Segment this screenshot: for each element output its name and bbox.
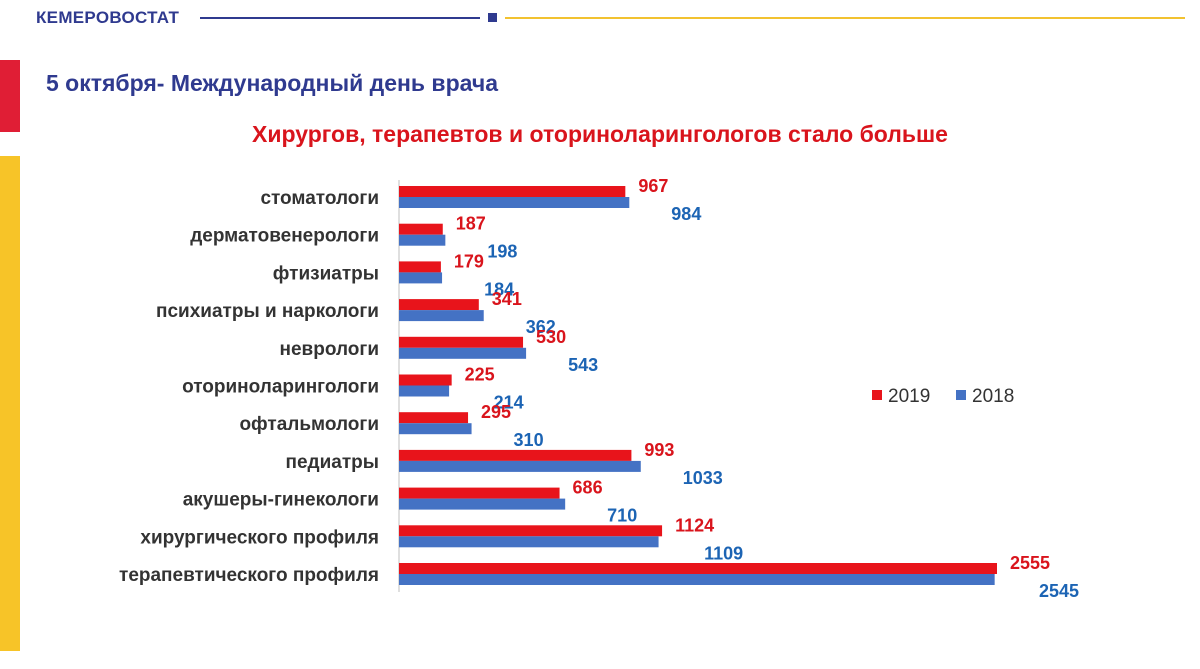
page-title: 5 октября- Международный день врача xyxy=(46,70,498,96)
chart-title: Хирургов, терапевтов и оториноларинголог… xyxy=(252,121,948,147)
bar-2019 xyxy=(399,487,560,499)
data-label-2018: 184 xyxy=(484,279,514,299)
data-label-2019: 187 xyxy=(456,214,486,234)
side-accent-yellow xyxy=(0,156,20,651)
bar-2018 xyxy=(399,460,641,472)
bar-2018 xyxy=(399,197,630,208)
legend-swatch-2019 xyxy=(872,390,882,400)
data-label-2018: 984 xyxy=(671,204,701,224)
data-label-2018: 543 xyxy=(568,355,598,375)
category-label: терапевтического профиля xyxy=(119,565,379,586)
data-label-2019: 530 xyxy=(536,327,566,347)
bar-2018 xyxy=(399,498,566,510)
category-label: хирургического профиля xyxy=(140,527,379,548)
data-label-2018: 214 xyxy=(494,393,524,413)
bar-2018 xyxy=(399,574,995,585)
category-label: оториноларингологи xyxy=(182,377,379,398)
category-label: фтизиатры xyxy=(273,263,379,284)
bar-2019 xyxy=(399,563,997,574)
bar-2019 xyxy=(399,336,524,348)
data-label-2018: 2545 xyxy=(1039,581,1079,601)
legend-label-2019: 2019 xyxy=(888,386,930,407)
brand-logo-text: КЕМЕРОВОСТАТ xyxy=(36,8,180,27)
data-label-2018: 1033 xyxy=(683,468,723,488)
data-label-2018: 362 xyxy=(526,317,556,337)
data-label-2018: 710 xyxy=(607,506,637,526)
bar-2019 xyxy=(399,261,441,273)
bar-2018 xyxy=(399,272,443,284)
header-rule-blue xyxy=(200,17,480,19)
bar-2018 xyxy=(399,385,450,397)
data-label-2019: 341 xyxy=(492,289,522,309)
legend-swatch-2018 xyxy=(956,390,966,400)
data-label-2019: 225 xyxy=(465,365,495,385)
bar-2019 xyxy=(399,449,632,461)
category-label: стоматологи xyxy=(260,188,379,209)
header-rule-square xyxy=(488,13,497,22)
header-rule-yellow xyxy=(505,17,1185,19)
bar-2018 xyxy=(399,234,446,246)
category-label: психиатры и наркологи xyxy=(156,301,379,322)
data-label-2019: 179 xyxy=(454,251,484,271)
bar-2019 xyxy=(399,412,469,424)
data-label-2018: 198 xyxy=(487,242,517,262)
bar-2018 xyxy=(399,347,527,359)
category-label: офтальмологи xyxy=(239,414,379,435)
bar-2019 xyxy=(399,186,626,197)
category-label: дерматовенерологи xyxy=(190,226,379,247)
data-label-2019: 686 xyxy=(573,478,603,498)
bar-2019 xyxy=(399,299,479,311)
bar-2018 xyxy=(399,423,472,435)
data-label-2019: 1124 xyxy=(675,515,714,535)
data-label-2019: 295 xyxy=(481,402,511,422)
side-accent-red xyxy=(0,60,20,132)
bar-2019 xyxy=(399,525,663,537)
category-label: акушеры-гинекологи xyxy=(183,490,379,511)
bar-2018 xyxy=(399,536,659,548)
bar-2019 xyxy=(399,374,452,386)
category-label: неврологи xyxy=(280,339,379,360)
data-label-2019: 993 xyxy=(644,440,674,460)
data-label-2019: 2555 xyxy=(1010,553,1050,573)
data-label-2018: 310 xyxy=(514,430,544,450)
category-label: педиатры xyxy=(286,452,380,473)
bar-2018 xyxy=(399,310,484,322)
data-label-2019: 967 xyxy=(638,176,668,196)
legend-label-2018: 2018 xyxy=(972,386,1014,407)
data-label-2018: 1109 xyxy=(704,543,743,563)
bar-2019 xyxy=(399,223,443,235)
